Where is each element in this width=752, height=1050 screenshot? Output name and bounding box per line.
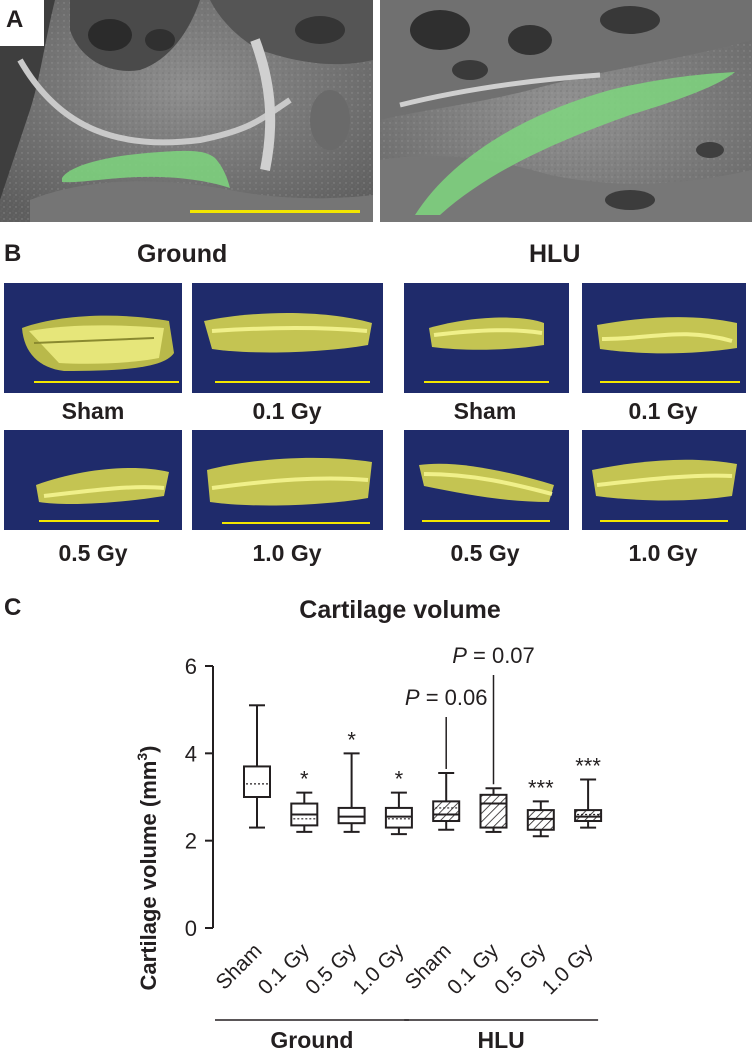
y-tick-label: 0 — [185, 916, 197, 941]
y-tick-label: 6 — [185, 654, 197, 679]
cartilage-render-icon — [22, 315, 179, 383]
panel-a-letter: A — [6, 6, 24, 33]
render-ground-sham — [4, 283, 182, 393]
y-tick-label: 4 — [185, 741, 197, 766]
group-title-ground: Ground — [137, 240, 228, 268]
render-ground-01gy — [192, 283, 383, 393]
micrograph-left — [0, 0, 373, 222]
x-tick-label: 0.5 Gy — [490, 939, 550, 999]
box — [384, 806, 413, 829]
caption-ground-01gy: 0.1 Gy — [252, 398, 322, 424]
group-label: Ground — [270, 1027, 353, 1050]
panel-a-letter-bg — [0, 0, 44, 46]
box — [243, 765, 271, 798]
panel-c-letter: C — [4, 594, 22, 621]
render-ground-05gy — [4, 430, 182, 530]
group-label: HLU — [478, 1027, 525, 1050]
x-tick-label: 0.5 Gy — [301, 939, 361, 999]
p-value-annotation: P = 0.06 — [405, 685, 488, 710]
cartilage-render-icon — [36, 468, 169, 522]
render-hlu-10gy — [582, 430, 746, 530]
significance-marker: * — [395, 767, 404, 792]
chart-title: Cartilage volume — [299, 596, 501, 624]
cartilage-render-icon — [592, 459, 737, 522]
group-title-hlu: HLU — [529, 240, 581, 268]
box — [337, 806, 366, 825]
significance-marker: *** — [575, 754, 601, 779]
render-hlu-sham — [404, 283, 569, 393]
caption-hlu-01gy: 0.1 Gy — [628, 398, 698, 424]
box — [526, 809, 555, 831]
significance-marker: * — [300, 767, 309, 792]
caption-ground-sham: Sham — [61, 398, 125, 424]
cartilage-render-icon — [597, 317, 740, 383]
caption-ground-10gy: 1.0 Gy — [252, 540, 322, 566]
box — [574, 809, 603, 823]
caption-hlu-10gy: 1.0 Gy — [628, 540, 698, 566]
micrograph-left-image — [0, 0, 373, 222]
render-hlu-05gy — [404, 430, 569, 530]
box-plot-chart: Cartilage volume Cartilage volume (mm3) … — [134, 596, 603, 1050]
p-value-annotation: P = 0.07 — [452, 643, 535, 668]
significance-marker: * — [347, 727, 356, 752]
cartilage-render-icon — [419, 463, 554, 522]
significance-marker: *** — [528, 775, 554, 800]
x-tick-label: 1.0 Gy — [538, 939, 598, 999]
cartilage-render-icon — [424, 317, 549, 383]
panel-b-letter: B — [4, 240, 22, 267]
y-tick-label: 2 — [185, 829, 197, 854]
caption-hlu-05gy: 0.5 Gy — [450, 540, 520, 566]
cartilage-render-icon — [204, 313, 372, 383]
x-tick-label: 0.1 Gy — [254, 939, 314, 999]
cartilage-render-icon — [207, 457, 372, 524]
box — [432, 800, 461, 823]
micrograph-right — [380, 0, 752, 222]
caption-ground-05gy: 0.5 Gy — [58, 540, 128, 566]
render-hlu-01gy — [582, 283, 746, 393]
box — [479, 793, 508, 829]
render-ground-10gy — [192, 430, 383, 530]
y-axis-label: Cartilage volume (mm3) — [134, 746, 161, 991]
x-tick-label: 1.0 Gy — [348, 939, 408, 999]
x-tick-label: 0.1 Gy — [443, 939, 503, 999]
caption-hlu-sham: Sham — [453, 398, 517, 424]
micrograph-right-image — [380, 0, 752, 222]
